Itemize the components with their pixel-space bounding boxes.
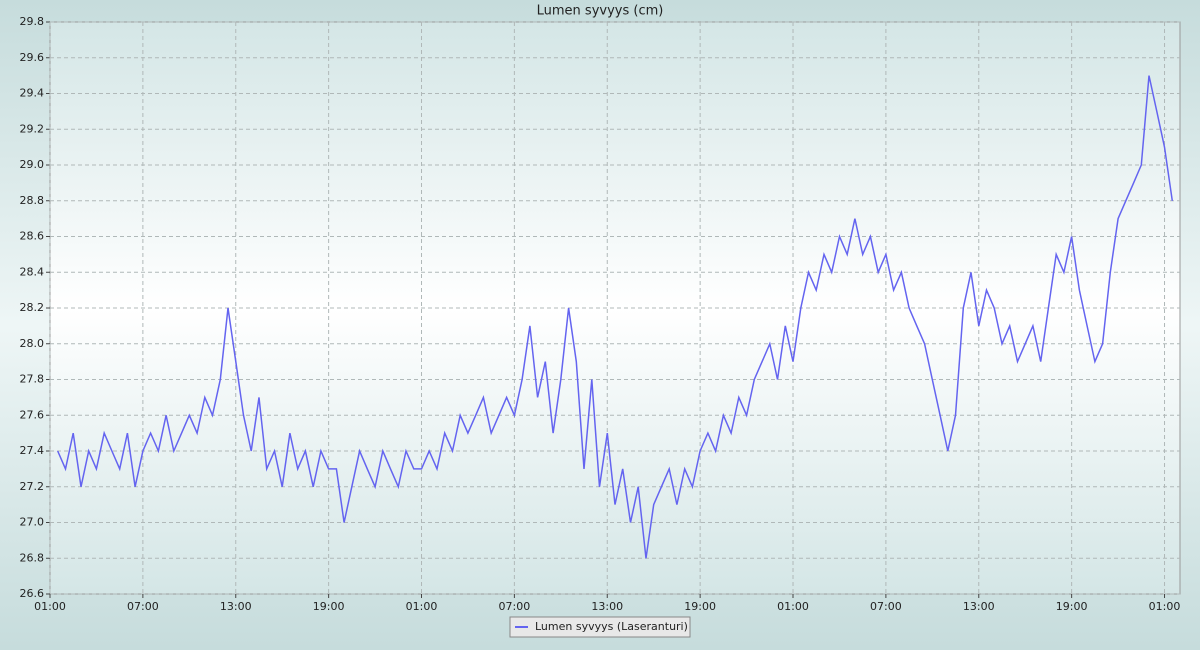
y-tick-label: 27.4 (20, 444, 45, 457)
y-tick-label: 29.0 (20, 158, 45, 171)
y-tick-label: 28.4 (20, 265, 45, 278)
x-tick-label: 13:00 (220, 600, 252, 613)
y-tick-label: 26.8 (20, 551, 45, 564)
y-tick-label: 29.6 (20, 51, 45, 64)
chart-title: Lumen syvyys (cm) (537, 4, 664, 19)
y-tick-label: 28.0 (20, 337, 45, 350)
x-tick-label: 07:00 (127, 600, 159, 613)
legend-label: Lumen syvyys (Laseranturi) (535, 620, 688, 633)
y-tick-label: 29.8 (20, 15, 45, 28)
y-tick-label: 28.6 (20, 230, 45, 243)
x-tick-label: 19:00 (684, 600, 716, 613)
x-tick-label: 07:00 (499, 600, 531, 613)
y-tick-label: 29.2 (20, 122, 45, 135)
x-tick-label: 13:00 (963, 600, 995, 613)
x-tick-label: 13:00 (591, 600, 623, 613)
data-line (57, 75, 1174, 559)
y-tick-label: 28.8 (20, 194, 45, 207)
x-tick-label: 01:00 (777, 600, 809, 613)
x-tick-label: 01:00 (406, 600, 438, 613)
x-tick-label: 07:00 (870, 600, 902, 613)
y-tick-label: 27.6 (20, 408, 45, 421)
y-tick-label: 27.2 (20, 480, 45, 493)
y-tick-label: 26.6 (20, 587, 45, 600)
y-tick-label: 27.8 (20, 373, 45, 386)
y-tick-label: 28.2 (20, 301, 45, 314)
x-tick-label: 01:00 (34, 600, 66, 613)
x-tick-label: 19:00 (313, 600, 345, 613)
legend: Lumen syvyys (Laseranturi) (509, 616, 691, 638)
y-tick-label: 27.0 (20, 516, 45, 529)
legend-box (509, 616, 691, 638)
y-tick-label: 29.4 (20, 87, 45, 100)
x-tick-label: 01:00 (1149, 600, 1181, 613)
x-tick-label: 19:00 (1056, 600, 1088, 613)
